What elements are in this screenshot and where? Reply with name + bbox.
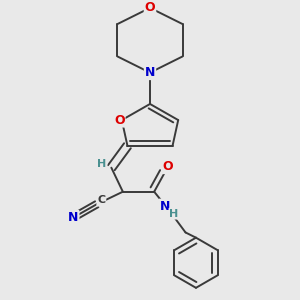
Text: N: N [68, 211, 79, 224]
Text: C: C [97, 196, 105, 206]
Text: N: N [145, 66, 155, 79]
Text: O: O [145, 2, 155, 14]
Text: O: O [162, 160, 173, 173]
Text: N: N [159, 200, 170, 213]
Text: H: H [169, 209, 179, 219]
Text: H: H [97, 158, 106, 169]
Text: O: O [114, 114, 124, 127]
